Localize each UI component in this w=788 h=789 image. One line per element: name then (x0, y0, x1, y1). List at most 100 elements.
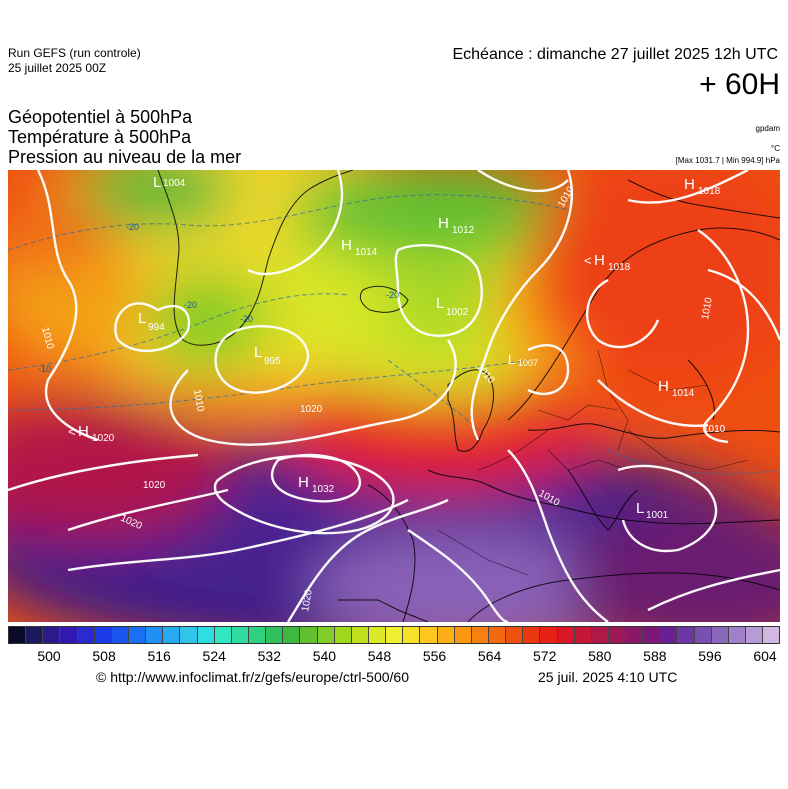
color-scale-label: 564 (477, 648, 502, 664)
color-scale-label: 556 (422, 648, 447, 664)
color-scale-swatch (351, 627, 369, 643)
high-pressure-marker: < H 1020 (68, 423, 115, 444)
color-scale-swatch (231, 627, 249, 643)
color-scale-swatch (763, 627, 780, 643)
param-pressure: Pression au niveau de la mer (8, 147, 242, 167)
color-scale-swatch (660, 627, 678, 643)
high-pressure-marker: H 1012 (438, 215, 475, 236)
run-date: 25 juillet 2025 00Z (8, 61, 107, 75)
high-pressure-marker: H 1014 (341, 237, 378, 258)
color-scale-swatch (711, 627, 729, 643)
color-scale-label: 604 (753, 648, 777, 664)
credit-url: © http://www.infoclimat.fr/z/gefs/europe… (96, 669, 410, 685)
svg-text:H: H (341, 237, 352, 254)
color-scale-swatch (677, 627, 695, 643)
color-scale-swatch (94, 627, 112, 643)
color-scale-label: 588 (643, 648, 667, 664)
svg-text:1012: 1012 (452, 225, 475, 236)
svg-text:1014: 1014 (355, 247, 378, 258)
svg-text:H: H (438, 215, 449, 232)
color-scale-swatch (506, 627, 524, 643)
color-scale-swatch (540, 627, 558, 643)
svg-text:1018: 1018 (608, 262, 631, 273)
unit-celsius: °C (771, 144, 780, 153)
param-geopotential: Géopotentiel à 500hPa (8, 107, 193, 127)
color-scale-label: 580 (588, 648, 612, 664)
color-scale-swatch (591, 627, 609, 643)
svg-text:L: L (436, 295, 444, 312)
isotherm-label: -10 (38, 364, 51, 374)
color-scale-swatch (214, 627, 232, 643)
color-scale-label: 548 (367, 648, 392, 664)
color-scale-swatch (146, 627, 164, 643)
svg-text:H: H (78, 423, 89, 440)
color-scale-swatch (197, 627, 215, 643)
param-temperature: Température à 500hPa (8, 127, 192, 147)
color-scale-label: 500 (37, 648, 61, 664)
color-scale-bar (8, 626, 780, 644)
svg-text:<: < (68, 424, 76, 439)
low-pressure-marker: L 1004 (153, 174, 186, 191)
svg-text:1020: 1020 (92, 433, 115, 444)
color-scale-swatch (300, 627, 318, 643)
svg-text:1018: 1018 (698, 186, 721, 197)
isobar-label: 1020 (143, 480, 166, 491)
color-scale-swatch (26, 627, 44, 643)
generated-time: 25 juil. 2025 4:10 UTC (538, 669, 678, 685)
svg-text:1032: 1032 (312, 484, 335, 495)
color-scale-swatch (77, 627, 95, 643)
color-scale-swatch (437, 627, 455, 643)
svg-text:L: L (153, 174, 161, 191)
high-pressure-marker: H 1018 (684, 176, 721, 197)
color-scale-label: 524 (202, 648, 226, 664)
weather-map: 1010 1010 1010 1020 1020 1020 1020 1010 … (8, 170, 780, 622)
color-scale-label: 532 (257, 648, 281, 664)
color-scale-swatch (9, 627, 27, 643)
color-scale-label: 508 (92, 648, 116, 664)
color-scale-swatch (420, 627, 438, 643)
isobar-label: 1010 (700, 296, 715, 320)
color-scale-swatch (471, 627, 489, 643)
svg-text:994: 994 (148, 322, 165, 333)
color-scale-swatch (266, 627, 284, 643)
svg-text:L: L (508, 352, 515, 367)
isobar-label: 1010 (191, 389, 206, 413)
isotherm-label: -20 (126, 222, 139, 232)
isotherm-label: -20 (184, 300, 197, 310)
svg-text:L: L (138, 310, 146, 327)
high-pressure-marker: H 1014 (658, 378, 695, 399)
run-title: Run GEFS (run controle) (8, 46, 141, 60)
color-scale-label: 572 (533, 648, 557, 664)
geopotential-field: 1010 1010 1010 1020 1020 1020 1020 1010 … (8, 170, 780, 622)
unit-gpdam: gpdam (755, 124, 780, 133)
color-scale-swatch (60, 627, 78, 643)
isotherm-label: -20 (386, 290, 399, 300)
high-pressure-marker: < H 1018 (584, 252, 631, 273)
color-scale-swatch (574, 627, 592, 643)
svg-text:1014: 1014 (672, 388, 695, 399)
svg-text:995: 995 (264, 356, 281, 367)
color-scale-swatch (163, 627, 181, 643)
svg-text:H: H (298, 474, 309, 491)
low-pressure-marker: L 1007 (508, 352, 538, 368)
color-scale-label: 540 (312, 648, 337, 664)
isobar-label: 1010 (703, 424, 726, 435)
svg-text:1002: 1002 (446, 307, 469, 318)
color-scale-label: 596 (698, 648, 722, 664)
color-scale-swatch (368, 627, 387, 643)
color-scale-swatch (283, 627, 301, 643)
color-scale-swatch (694, 627, 712, 643)
svg-text:H: H (658, 378, 669, 395)
color-scale-swatch (180, 627, 198, 643)
forecast-lead-time: + 60H (699, 68, 780, 101)
isobar-label: 1020 (300, 588, 315, 612)
color-scale-swatch (317, 627, 335, 643)
color-scale-swatch (488, 627, 507, 643)
color-scale-labels: 500 508 516 524 532 540 548 556 564 572 580 588 596 6… (8, 648, 780, 668)
svg-text:1004: 1004 (163, 178, 186, 189)
high-pressure-marker: H 1032 (298, 474, 335, 495)
isotherm-label: -20 (240, 314, 253, 324)
color-scale-swatch (403, 627, 421, 643)
